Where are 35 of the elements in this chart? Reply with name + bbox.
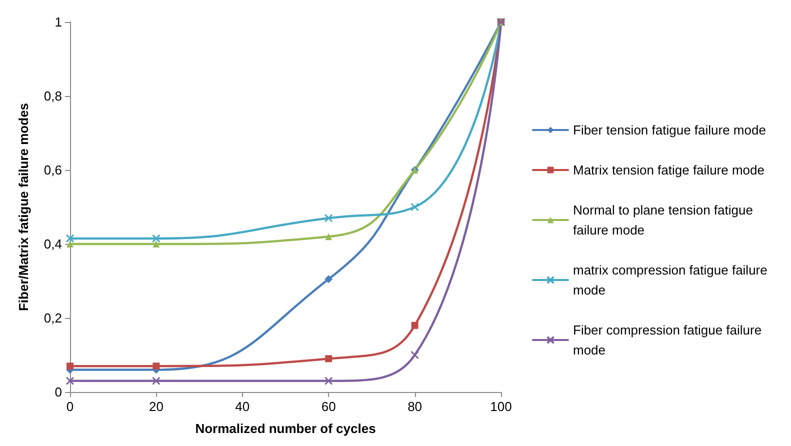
point: [324, 214, 333, 222]
point: [66, 362, 74, 370]
point: [324, 376, 333, 386]
legend-label: Fiber compression fatigue failure mode: [573, 322, 766, 358]
point: [152, 234, 160, 243]
point: [410, 202, 420, 212]
x-tick-label: 80: [408, 399, 422, 414]
point: [66, 240, 74, 248]
y-tick-label: 0,2: [44, 310, 62, 326]
point: [410, 350, 420, 360]
point: [324, 275, 333, 284]
point: [325, 355, 332, 362]
y-tick-label: 0: [54, 384, 62, 400]
x-tick-label: 40: [235, 399, 250, 414]
legend-label: matrix compression fatigue failure mode: [573, 262, 771, 298]
x-tick-label: 60: [321, 399, 336, 414]
point: [66, 376, 74, 386]
y-tick-label: 0,4: [44, 236, 62, 252]
x-tick-label: 100: [490, 399, 512, 414]
y-tick-label: 0,6: [44, 162, 62, 178]
y-tick-label: 0,8: [44, 88, 62, 104]
x-axis-title: Normalized number of cycles: [195, 421, 376, 436]
point: [325, 233, 332, 240]
y-tick-label: 1: [54, 14, 62, 30]
legend-label: Fiber tension fatigue failure mode: [573, 122, 766, 138]
point: [66, 234, 74, 243]
legend-label: Normal to plane tension fatigue failure mode: [573, 202, 757, 238]
point: [411, 322, 418, 329]
x-tick-label: 0: [66, 399, 74, 414]
point: [152, 362, 160, 370]
x-tick-label: 20: [148, 399, 164, 414]
legend-label: Matrix tension fatige failure mode: [573, 162, 764, 178]
y-axis-title: Fiber/Matrix fatigue failure modes: [16, 102, 31, 312]
point: [152, 240, 160, 248]
point: [152, 376, 160, 386]
